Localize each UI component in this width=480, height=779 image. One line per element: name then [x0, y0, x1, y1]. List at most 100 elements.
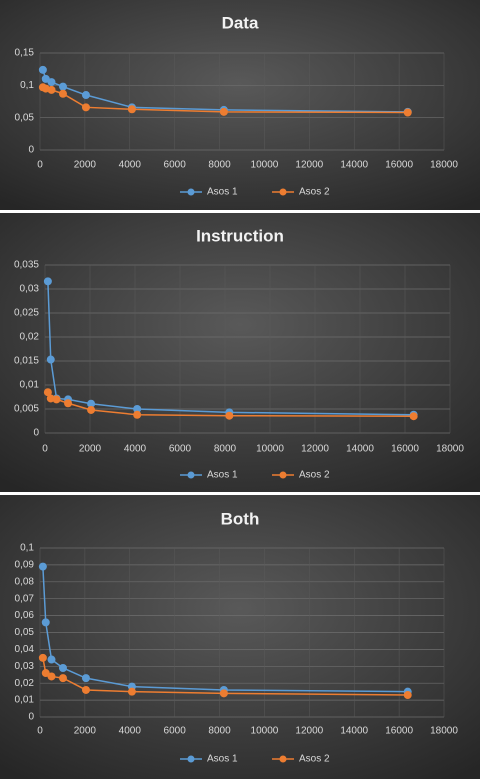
x-tick-label: 8000 [214, 444, 237, 455]
data-point [133, 405, 142, 413]
y-tick-label: 0 [28, 712, 34, 723]
x-tick-label: 12000 [301, 444, 329, 455]
legend-marker [187, 471, 195, 479]
x-tick-label: 18000 [430, 726, 458, 737]
chart-background [0, 495, 480, 779]
x-tick-label: 16000 [385, 726, 413, 737]
data-point [225, 411, 234, 420]
y-tick-label: 0,025 [14, 308, 39, 319]
x-tick-label: 10000 [251, 726, 279, 737]
x-tick-label: 18000 [436, 444, 464, 455]
data-point [127, 105, 136, 114]
x-tick-label: 2000 [74, 726, 97, 737]
legend-label: Asos 2 [299, 470, 330, 481]
data-point [46, 355, 55, 364]
data-point [47, 78, 56, 87]
legend-marker [279, 471, 287, 479]
legend-marker [279, 188, 287, 196]
y-tick-label: 0,1 [20, 80, 34, 91]
x-tick-label: 12000 [295, 726, 323, 737]
legend-label: Asos 2 [299, 187, 330, 198]
y-tick-label: 0,07 [15, 593, 35, 604]
data-point [43, 277, 52, 286]
data-point [81, 674, 90, 683]
y-tick-label: 0,03 [15, 661, 35, 672]
x-tick-label: 14000 [340, 160, 368, 171]
x-tick-label: 16000 [391, 444, 419, 455]
data-point [38, 653, 47, 662]
series-line [42, 566, 408, 693]
data-point [58, 89, 67, 98]
x-tick-label: 0 [42, 444, 48, 455]
y-tick-label: 0 [33, 428, 39, 439]
x-tick-label: 4000 [119, 726, 142, 737]
data-point [81, 103, 90, 112]
y-tick-label: 0,08 [15, 576, 35, 587]
data-point [403, 691, 412, 700]
x-tick-label: 16000 [385, 160, 413, 171]
x-tick-label: 6000 [164, 726, 187, 737]
legend-marker [279, 755, 287, 763]
x-tick-label: 14000 [346, 444, 374, 455]
x-tick-label: 0 [37, 726, 43, 737]
y-tick-label: 0,05 [15, 112, 35, 123]
x-tick-label: 10000 [251, 160, 279, 171]
data-point [43, 388, 52, 397]
data-point [47, 85, 56, 94]
data-point [87, 405, 96, 414]
y-tick-label: 0 [28, 145, 34, 156]
y-tick-label: 0,03 [20, 284, 40, 295]
chart-background [0, 213, 480, 492]
legend-marker [187, 188, 195, 196]
y-tick-label: 0,02 [15, 678, 35, 689]
x-tick-label: 6000 [164, 160, 187, 171]
legend-label: Asos 1 [207, 754, 238, 765]
x-tick-label: 8000 [208, 160, 231, 171]
data-point [47, 672, 56, 681]
data-point [219, 689, 228, 698]
legend-label: Asos 2 [299, 754, 330, 765]
x-tick-label: 10000 [256, 444, 284, 455]
x-tick-label: 0 [37, 160, 43, 171]
data-point [52, 395, 61, 404]
x-tick-label: 4000 [119, 160, 142, 171]
chart-title: Instruction [196, 226, 284, 245]
data-point [87, 399, 96, 408]
y-tick-label: 0,1 [20, 543, 34, 554]
chart-title: Data [222, 13, 259, 32]
legend-label: Asos 1 [207, 187, 238, 198]
x-tick-label: 12000 [295, 160, 323, 171]
data-point [127, 687, 136, 696]
x-tick-label: 2000 [74, 160, 97, 171]
y-tick-label: 0,04 [15, 644, 35, 655]
y-tick-label: 0,035 [14, 260, 39, 271]
data-point [47, 655, 56, 664]
y-tick-label: 0,06 [15, 610, 35, 621]
data-point [58, 674, 67, 683]
y-tick-label: 0,01 [20, 380, 40, 391]
y-tick-label: 0,01 [15, 695, 35, 706]
data-point [219, 107, 228, 116]
data-point [41, 618, 50, 627]
data-point [64, 399, 73, 408]
series-line [47, 281, 414, 416]
x-tick-label: 4000 [124, 444, 147, 455]
data-point [38, 562, 47, 571]
data-point [81, 91, 90, 100]
chart-background [0, 0, 480, 210]
x-tick-label: 6000 [169, 444, 192, 455]
y-tick-label: 0,09 [15, 560, 35, 571]
y-tick-label: 0,02 [20, 332, 40, 343]
data-point [403, 108, 412, 117]
data-point [133, 410, 142, 419]
data-point [409, 412, 418, 421]
data-point [81, 685, 90, 694]
legend-label: Asos 1 [207, 470, 238, 481]
data-point [58, 663, 67, 672]
y-tick-label: 0,005 [14, 404, 39, 415]
x-tick-label: 8000 [208, 726, 231, 737]
y-tick-label: 0,15 [15, 48, 35, 59]
data-point [58, 82, 67, 91]
x-tick-label: 18000 [430, 160, 458, 171]
